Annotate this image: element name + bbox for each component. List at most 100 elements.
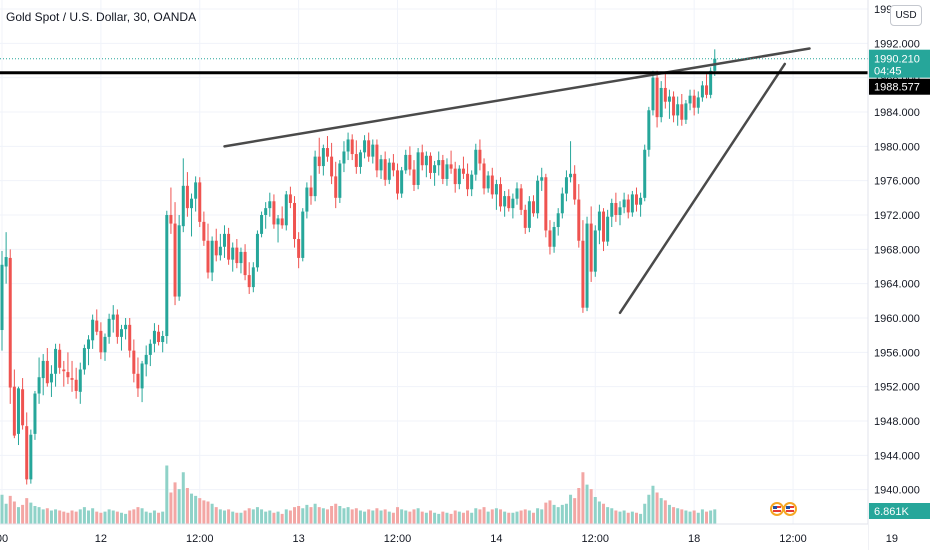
- volume-bar: [540, 509, 544, 524]
- candle-body: [536, 180, 540, 214]
- candle-body: [8, 257, 12, 388]
- candle-body: [466, 173, 470, 190]
- candle-body: [540, 177, 544, 181]
- candle-body: [45, 360, 49, 384]
- volume-bar: [194, 495, 198, 524]
- volume-bar: [82, 507, 86, 524]
- candle-body: [597, 211, 601, 231]
- symbol-title[interactable]: Gold Spot / U.S. Dollar, 30, OANDA: [6, 10, 197, 24]
- volume-bar: [420, 511, 424, 524]
- candle-body: [111, 314, 115, 320]
- candle-body: [474, 149, 478, 175]
- candle-body: [589, 223, 593, 272]
- volume-bar: [581, 472, 585, 524]
- economic-events[interactable]: [770, 502, 797, 516]
- candle-body: [391, 162, 395, 171]
- volume-bar: [325, 509, 329, 524]
- candle-body: [519, 188, 523, 210]
- volume-bar: [672, 507, 676, 524]
- volume-bar: [655, 492, 659, 524]
- time-tick-label: 19: [886, 533, 898, 545]
- candle-body: [618, 207, 622, 215]
- volume-bar: [412, 509, 416, 524]
- candle-body: [268, 201, 272, 209]
- candle-body: [688, 95, 692, 104]
- candle-body: [420, 152, 424, 166]
- candle-body: [107, 318, 111, 337]
- time-tick-label: 12:00: [582, 533, 610, 545]
- time-tick-label: 14: [490, 533, 502, 545]
- volume-bar: [346, 507, 350, 524]
- candle-body: [132, 350, 136, 374]
- volume-bar: [173, 482, 177, 524]
- candle-body: [577, 199, 581, 241]
- volume-bar: [231, 511, 235, 524]
- volume-bar: [700, 509, 704, 524]
- volume-bar: [49, 510, 53, 524]
- volume-bar: [676, 508, 680, 524]
- volume-bar: [115, 511, 119, 524]
- volume-bar: [243, 510, 247, 524]
- candle-body: [569, 173, 573, 178]
- candle-body: [260, 215, 264, 234]
- candle-body: [227, 233, 231, 260]
- volume-bar: [618, 511, 622, 524]
- candle-body: [482, 163, 486, 189]
- volume-bar: [466, 510, 470, 524]
- volume-bar: [157, 512, 161, 524]
- candle-body: [194, 182, 198, 199]
- volume-bar: [280, 513, 284, 524]
- candle-body: [231, 247, 235, 260]
- volume-bar: [396, 507, 400, 524]
- volume-bar: [288, 510, 292, 524]
- candle-body: [354, 154, 358, 167]
- volume-bar: [70, 510, 74, 524]
- chart-legend: Gold Spot / U.S. Dollar, 30, OANDA: [6, 9, 196, 26]
- candle-body: [243, 251, 247, 276]
- volume-bar: [705, 511, 709, 524]
- volume-bar: [659, 498, 663, 524]
- volume-bar: [95, 511, 99, 524]
- volume-bar: [334, 503, 338, 524]
- candle-body: [317, 156, 321, 167]
- candle-body: [441, 160, 445, 179]
- volume-bar: [152, 510, 156, 524]
- candle-body: [700, 85, 704, 98]
- volume-bar: [62, 511, 66, 524]
- us-flag-event-icon[interactable]: [783, 502, 797, 516]
- volume-bar: [585, 484, 589, 524]
- volume-bar: [688, 511, 692, 524]
- time-tick-label: 12: [95, 533, 107, 545]
- volume-bar: [0, 494, 4, 524]
- volume-bar: [45, 508, 49, 524]
- volume-bar: [511, 512, 515, 524]
- drawings[interactable]: [0, 47, 868, 315]
- volume-bar: [437, 513, 441, 524]
- volume-bar: [474, 508, 478, 524]
- candle-body: [371, 144, 375, 157]
- volume-bar: [556, 507, 560, 524]
- candle-body: [91, 319, 95, 341]
- price-tick-label: 1984.000: [874, 107, 920, 119]
- candle-body: [379, 159, 383, 171]
- time-axis[interactable]: 00 12 12:00 13 12:00 14 12:00 18 12:00 19: [0, 523, 898, 550]
- volume-bar: [383, 509, 387, 524]
- candle-body: [82, 348, 86, 370]
- volume-bar: [519, 510, 523, 524]
- volume-bar: [713, 509, 717, 524]
- us-flag-event-icon[interactable]: [770, 502, 784, 516]
- volume-bar: [260, 509, 264, 524]
- candle-body: [408, 154, 412, 170]
- volume-bar: [490, 509, 494, 524]
- last-price-tag-bg: [869, 49, 930, 78]
- volume-bar: [66, 512, 70, 524]
- currency-button[interactable]: USD: [890, 5, 922, 26]
- volume-bar: [597, 501, 601, 524]
- volume-bar: [647, 494, 651, 524]
- volume-bar: [313, 503, 317, 524]
- volume-bar: [536, 508, 540, 524]
- volume-bar: [177, 489, 181, 524]
- volume-bar: [643, 503, 647, 524]
